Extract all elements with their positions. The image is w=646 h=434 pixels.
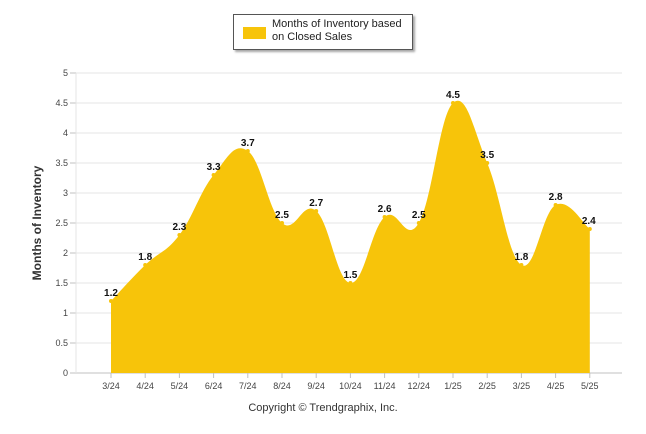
data-label: 4.5 — [446, 90, 460, 101]
x-tick-label: 5/24 — [171, 381, 189, 391]
data-label: 1.8 — [138, 252, 152, 263]
data-label: 1.5 — [343, 270, 357, 281]
x-tick-label: 4/25 — [547, 381, 565, 391]
data-labels: 1.2 1.8 2.3 3.3 3.7 2.5 2.7 1.5 2.6 2.5 4.5 3.5 1.8 2… — [104, 90, 596, 299]
x-tick-label: 8/24 — [273, 381, 291, 391]
x-tick-label: 4/24 — [136, 381, 154, 391]
y-tick-label: 0 — [63, 368, 68, 378]
y-axis-label: Months of Inventory — [30, 165, 44, 281]
data-label: 3.7 — [241, 138, 255, 149]
data-label: 2.6 — [378, 204, 392, 215]
legend-swatch — [243, 27, 266, 39]
data-label: 2.4 — [582, 216, 596, 227]
data-point — [553, 203, 558, 207]
y-tick-label: 1.5 — [55, 278, 68, 288]
data-point — [416, 221, 421, 225]
y-tick-labels: 0 0.5 1 1.5 2 2.5 3 3.5 4 4.5 5 — [55, 68, 68, 378]
y-tick-label: 2 — [63, 248, 68, 258]
series-area — [109, 100, 592, 374]
data-point — [143, 263, 148, 267]
data-point — [519, 263, 524, 267]
x-tick-label: 3/24 — [102, 381, 120, 391]
x-tick-label: 11/24 — [374, 381, 396, 391]
y-tick-label: 3 — [63, 188, 68, 198]
data-point — [451, 101, 455, 105]
x-tick-labels: 3/24 4/24 5/24 6/24 7/24 8/24 9/24 10/24 11/24 12… — [102, 373, 599, 391]
y-tick-label: 3.5 — [55, 158, 68, 168]
data-point — [245, 149, 250, 153]
y-tick-label: 1 — [63, 308, 68, 318]
y-tick-label: 4.5 — [55, 98, 68, 108]
data-label: 1.8 — [514, 252, 528, 263]
data-label: 3.3 — [207, 162, 221, 173]
x-tick-label: 1/25 — [444, 381, 462, 391]
data-label: 2.7 — [309, 198, 323, 209]
y-tick-label: 0.5 — [55, 338, 68, 348]
data-point — [348, 281, 353, 285]
data-point — [109, 299, 113, 303]
x-tick-label: 2/25 — [478, 381, 496, 391]
legend-label: Months of Inventory based on Closed Sale… — [272, 18, 402, 43]
x-tick-label: 10/24 — [339, 381, 362, 391]
data-label: 3.5 — [480, 150, 494, 161]
x-tick-label: 6/24 — [205, 381, 223, 391]
data-label: 2.5 — [412, 210, 426, 221]
x-tick-label: 5/25 — [581, 381, 599, 391]
x-tick-label: 12/24 — [408, 381, 431, 391]
y-tick-label: 5 — [63, 68, 68, 78]
data-label: 2.3 — [172, 222, 186, 233]
data-point — [177, 233, 182, 237]
data-label: 2.8 — [549, 192, 563, 203]
y-tick-label: 4 — [63, 128, 68, 138]
data-label: 1.2 — [104, 288, 118, 299]
legend: Months of Inventory based on Closed Sale… — [233, 14, 413, 50]
data-point — [211, 173, 216, 177]
data-point — [280, 221, 284, 225]
x-tick-label: 7/24 — [239, 381, 257, 391]
data-point — [485, 161, 490, 165]
data-point — [382, 215, 387, 219]
y-tick-label: 2.5 — [55, 218, 68, 228]
data-point — [314, 209, 319, 213]
data-label: 2.5 — [275, 210, 289, 221]
copyright-footer: Copyright © Trendgraphix, Inc. — [248, 402, 398, 414]
series-area-fill — [111, 100, 590, 374]
x-tick-label: 3/25 — [513, 381, 531, 391]
x-tick-label: 9/24 — [307, 381, 325, 391]
data-point — [587, 227, 592, 231]
